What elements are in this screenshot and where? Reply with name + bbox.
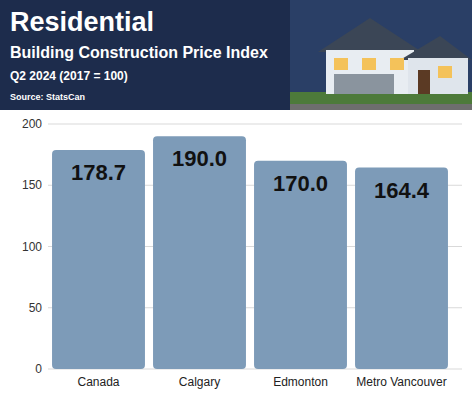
y-tick-label: 200 <box>22 117 42 131</box>
y-tick-label: 150 <box>22 178 42 192</box>
chart-container: Residential Building Construction Price I… <box>0 0 472 395</box>
house-roof-side <box>400 36 472 60</box>
house-window <box>362 58 376 70</box>
x-tick-label: Canada <box>77 375 119 389</box>
house-roof <box>318 18 422 52</box>
data-label: 164.4 <box>374 178 430 203</box>
y-tick-label: 50 <box>29 301 43 315</box>
subtitle: Building Construction Price Index <box>10 44 268 61</box>
bar <box>153 136 246 369</box>
data-label: 190.0 <box>172 146 227 171</box>
data-label: 170.0 <box>273 171 328 196</box>
house-illustration <box>290 0 472 110</box>
house-garage <box>334 74 394 94</box>
x-tick-label: Edmonton <box>273 375 328 389</box>
grid-line <box>48 124 462 125</box>
labels: 178.7 Canada 190.0 Calgary 170.0 Edmonton 164.… <box>71 146 447 389</box>
data-label: 178.7 <box>71 160 126 185</box>
house-window <box>334 58 348 70</box>
house-sky <box>290 0 472 110</box>
house-body <box>326 50 414 94</box>
x-tick-label: Calgary <box>179 375 220 389</box>
y-tick-label: 0 <box>35 362 42 376</box>
chart-svg: Residential Building Construction Price I… <box>0 0 472 395</box>
y-tick-label: 100 <box>22 240 42 254</box>
y-axis: 0 50 100 150 200 <box>22 117 462 376</box>
bars <box>52 136 448 369</box>
house-side <box>408 58 468 94</box>
bar <box>254 161 347 369</box>
bar <box>52 150 145 369</box>
title: Residential <box>10 7 154 37</box>
bar <box>355 168 448 369</box>
annotation: Q2 2024 (2017 = 100) <box>10 69 128 83</box>
background <box>0 0 472 395</box>
house-driveway <box>290 104 472 110</box>
house-door <box>418 70 430 94</box>
house-window <box>390 58 404 70</box>
house-lawn <box>290 92 472 110</box>
house-window <box>438 66 452 78</box>
x-tick-label: Metro Vancouver <box>356 375 447 389</box>
header-band <box>0 0 472 110</box>
source: Source: StatsCan <box>10 92 85 102</box>
